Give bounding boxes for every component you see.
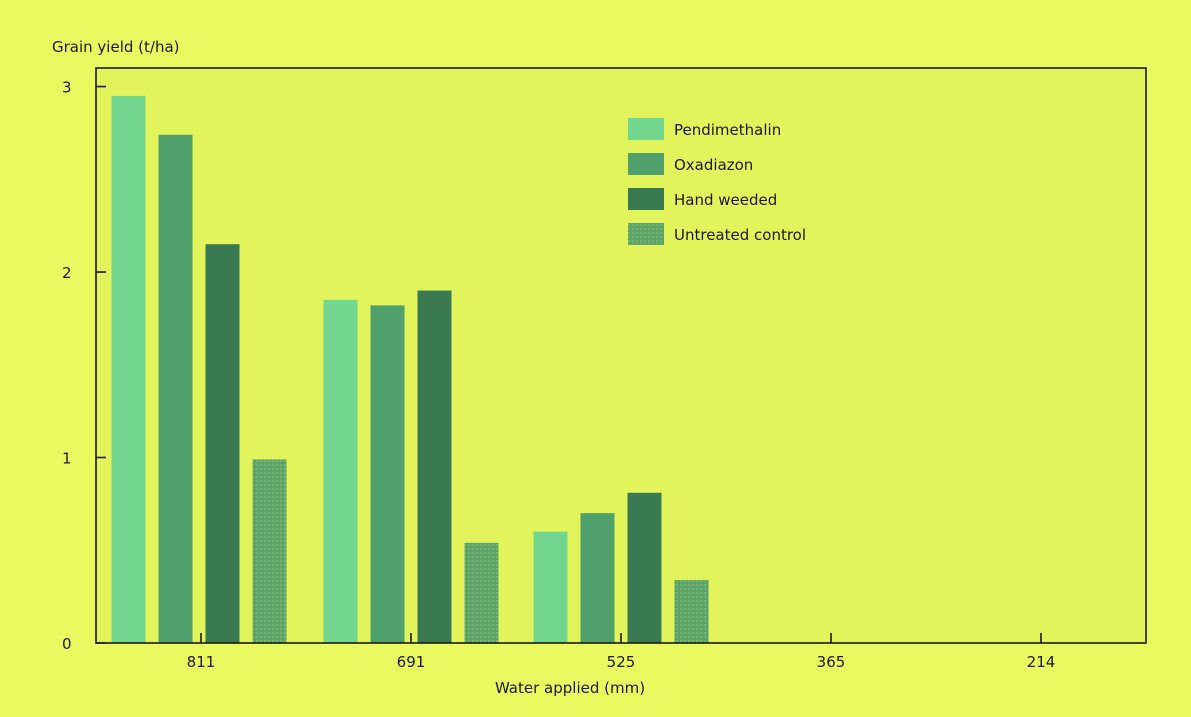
x-tick-label: 811 (187, 653, 216, 671)
x-tick-label: 525 (607, 653, 636, 671)
y-axis-label: Grain yield (t/ha) (52, 38, 180, 56)
x-axis-label: Water applied (mm) (495, 679, 645, 697)
y-tick-label: 0 (62, 635, 72, 653)
x-tick-label: 365 (817, 653, 846, 671)
bar-hand-weeded-525 (627, 492, 662, 643)
bar-pendimethalin-691 (323, 299, 358, 643)
bar-oxadiazon-525 (580, 513, 615, 643)
ticks-group: 0 1 2 3 811 691 525 365 214 (62, 79, 1055, 671)
y-tick-label: 3 (62, 79, 72, 97)
bar-untreated-control-691 (464, 542, 499, 643)
legend-swatch (628, 153, 664, 175)
legend-label: Oxadiazon (674, 156, 753, 174)
bar-hand-weeded-811 (205, 244, 240, 644)
bar-pendimethalin-811 (111, 95, 146, 644)
y-tick-label: 2 (62, 264, 72, 282)
legend-label: Pendimethalin (674, 121, 781, 139)
legend-swatch (628, 118, 664, 140)
legend-label: Hand weeded (674, 191, 777, 209)
bar-untreated-control-811 (252, 459, 287, 643)
bar-hand-weeded-691 (417, 290, 452, 643)
legend-label: Untreated control (674, 226, 806, 244)
legend-swatch (628, 223, 664, 245)
legend: Pendimethalin Oxadiazon Hand weeded Untreat… (628, 118, 806, 245)
x-tick-label: 214 (1027, 653, 1056, 671)
bar-oxadiazon-691 (370, 305, 405, 643)
bar-oxadiazon-811 (158, 134, 193, 643)
bars-group (111, 95, 709, 644)
bar-untreated-control-525 (674, 579, 709, 643)
legend-swatch (628, 188, 664, 210)
y-tick-label: 1 (62, 450, 72, 468)
bar-pendimethalin-525 (533, 531, 568, 643)
x-tick-label: 691 (397, 653, 426, 671)
